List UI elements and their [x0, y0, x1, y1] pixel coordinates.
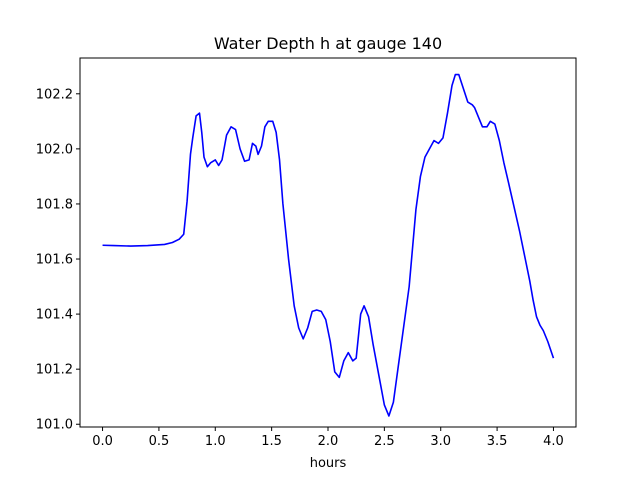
y-tick-label: 101.4 [36, 308, 73, 323]
series-line-1 [102, 73, 555, 417]
chart-title: Water Depth h at gauge 140 [214, 34, 442, 53]
x-tick-label: 2.5 [374, 434, 395, 449]
x-tick-label: 3.0 [430, 434, 451, 449]
x-tick-label: 0.5 [149, 434, 170, 449]
y-tick-label: 101.6 [36, 253, 73, 268]
y-tick-label: 102.0 [36, 142, 73, 157]
y-tick-label: 101.8 [36, 197, 73, 212]
axis-ticks: 0.0 0.5 1.0 1.5 2.0 2.5 3.0 3.5 4.0 101.0 101.2 101… [36, 87, 564, 449]
x-tick-label: 2.0 [318, 434, 339, 449]
x-tick-label: 4.0 [543, 434, 564, 449]
x-tick-label: 1.5 [261, 434, 282, 449]
y-tick-label: 101.2 [36, 363, 73, 378]
x-tick-label: 1.0 [205, 434, 226, 449]
x-tick-label: 0.0 [92, 434, 113, 449]
y-tick-label: 102.2 [36, 87, 73, 102]
x-axis-label: hours [310, 456, 347, 471]
x-tick-label: 3.5 [487, 434, 508, 449]
y-tick-label: 101.0 [36, 418, 73, 433]
